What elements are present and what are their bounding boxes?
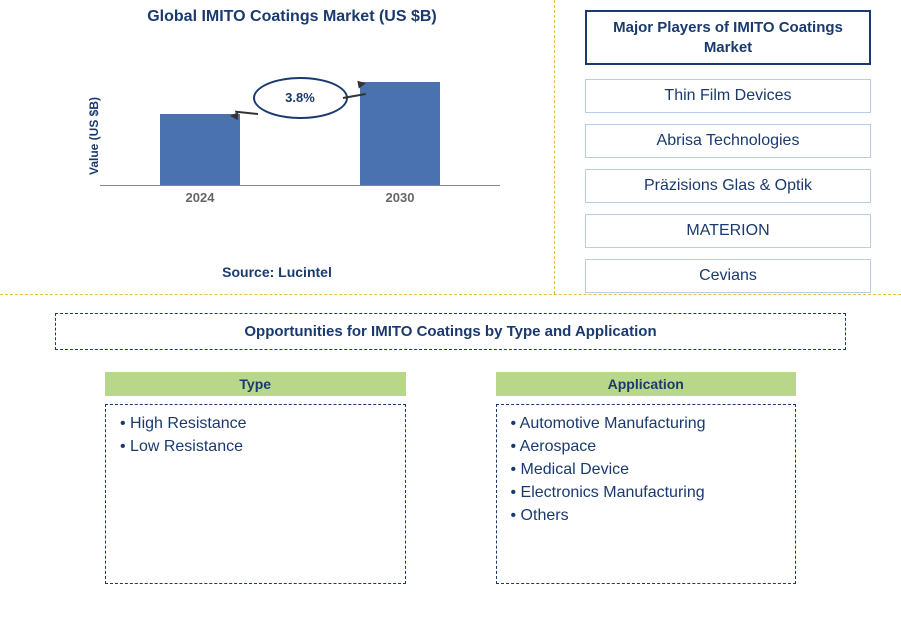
opp-column-body: High Resistance Low Resistance	[105, 404, 406, 584]
opp-item: High Resistance	[120, 415, 391, 433]
player-item: Abrisa Technologies	[585, 124, 871, 158]
opportunities-columns: Type High Resistance Low Resistance Applica…	[55, 372, 846, 584]
opp-item: Aerospace	[511, 438, 782, 456]
opp-column-body: Automotive Manufacturing Aerospace Medical…	[496, 404, 797, 584]
x-tick-2024: 2024	[186, 190, 215, 205]
bar-2030	[360, 82, 440, 185]
opp-item: Others	[511, 507, 782, 525]
players-panel: Major Players of IMITO Coatings Market T…	[555, 0, 901, 294]
bar-2024	[160, 114, 240, 185]
arrow-right-head	[357, 79, 366, 88]
source-label: Source: Lucintel	[0, 264, 554, 280]
chart-panel: Global IMITO Coatings Market (US $B) Val…	[0, 0, 555, 294]
bar-plot: 3.8%	[100, 56, 500, 186]
player-item: Thin Film Devices	[585, 79, 871, 113]
opportunities-header: Opportunities for IMITO Coatings by Type…	[55, 313, 846, 350]
opp-column: Type High Resistance Low Resistance	[105, 372, 406, 584]
x-tick-2030: 2030	[386, 190, 415, 205]
y-axis-label: Value (US $B)	[87, 97, 101, 175]
opp-column: Application Automotive Manufacturing Aeros…	[496, 372, 797, 584]
opp-column-header: Type	[105, 372, 406, 396]
opp-item: Electronics Manufacturing	[511, 484, 782, 502]
player-item: Präzisions Glas & Optik	[585, 169, 871, 203]
chart-area: Value (US $B) 3.8% 2024 2030	[80, 56, 534, 216]
opp-item: Medical Device	[511, 461, 782, 479]
arrow-left-head	[230, 111, 239, 120]
player-item: Cevians	[585, 259, 871, 293]
opp-item: Automotive Manufacturing	[511, 415, 782, 433]
players-header: Major Players of IMITO Coatings Market	[585, 10, 871, 65]
player-item: MATERION	[585, 214, 871, 248]
opportunities-region: Opportunities for IMITO Coatings by Type…	[0, 295, 901, 594]
players-list: Thin Film Devices Abrisa Technologies Präz…	[585, 79, 871, 293]
opp-column-header: Application	[496, 372, 797, 396]
chart-title: Global IMITO Coatings Market (US $B)	[50, 8, 534, 26]
top-region: Global IMITO Coatings Market (US $B) Val…	[0, 0, 901, 295]
opp-item: Low Resistance	[120, 438, 391, 456]
growth-ellipse: 3.8%	[253, 77, 348, 119]
